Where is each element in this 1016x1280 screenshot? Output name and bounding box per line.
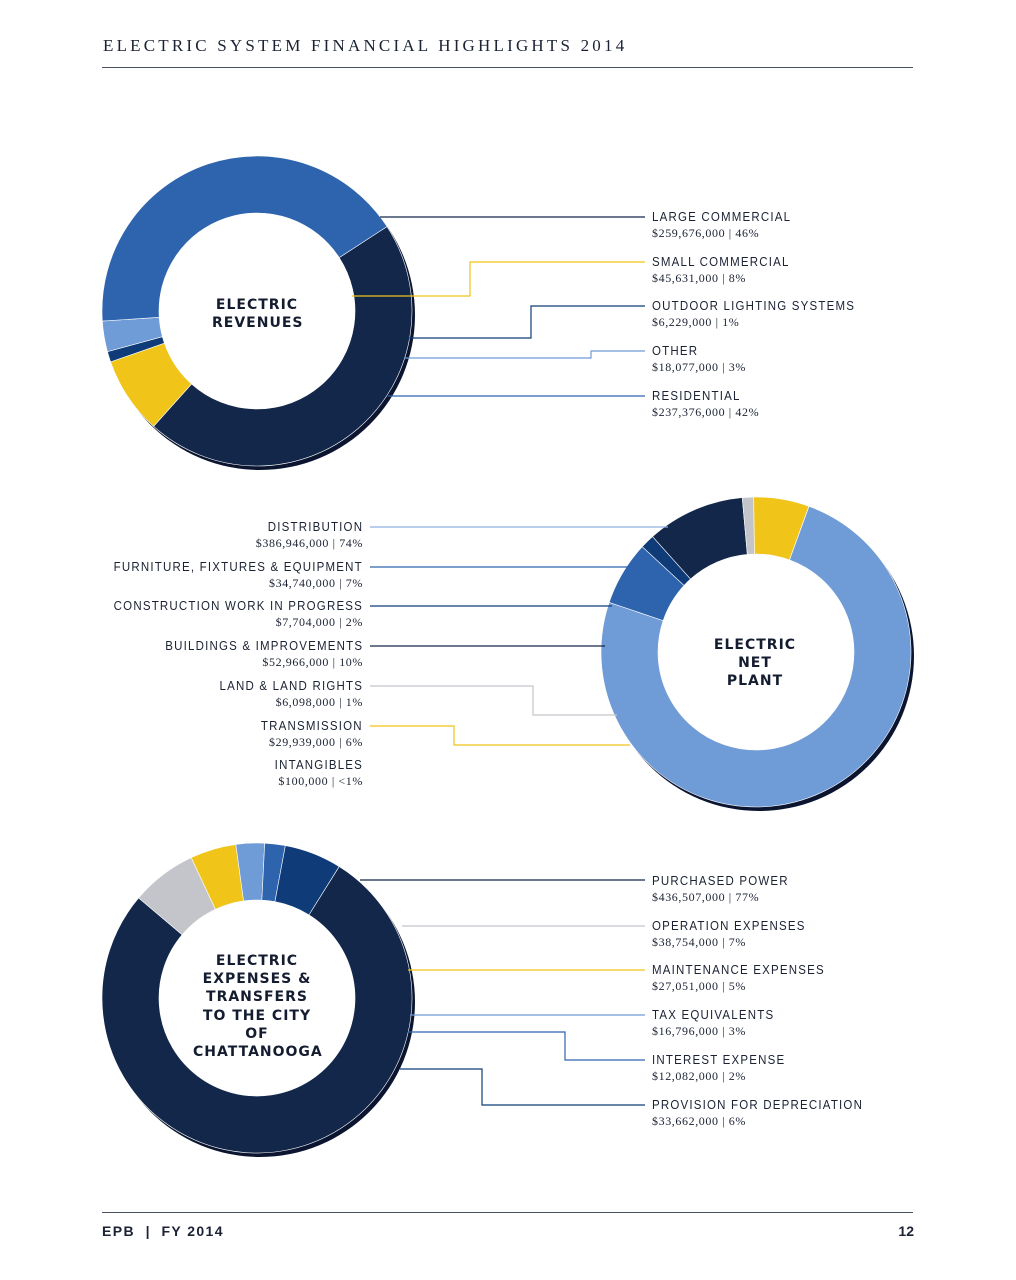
legend-name: PROVISION FOR DEPRECIATION — [652, 1098, 864, 1112]
revenues-title-text: ELECTRIC REVENUES — [212, 297, 304, 332]
slice-residential — [101, 155, 388, 322]
legend-name: TRANSMISSION — [261, 719, 363, 733]
legend-outdoor-lighting: OUTDOOR LIGHTING SYSTEMS $6,229,000 | 1% — [652, 300, 873, 328]
legend-value: $6,229,000 | 1% — [652, 314, 740, 329]
legend-name: DISTRIBUTION — [267, 520, 363, 534]
legend-tax-equivalents: TAX EQUIVALENTS $16,796,000 | 3% — [652, 1009, 785, 1037]
legend-name: INTANGIBLES — [274, 758, 363, 772]
legend-name: INTEREST EXPENSE — [652, 1053, 786, 1067]
legend-intangibles: INTANGIBLES $100,000 | <1% — [267, 759, 363, 787]
net-plant-title-text: ELECTRIC NET PLANT — [713, 637, 797, 690]
legend-value: $29,939,000 | 6% — [269, 734, 363, 749]
net-plant-donut — [600, 496, 914, 811]
legend-value: $386,946,000 | 74% — [255, 535, 363, 550]
slice-large-commercial — [153, 226, 413, 467]
leader-line — [408, 305, 645, 339]
legend-transmission: TRANSMISSION $29,939,000 | 6% — [252, 720, 363, 748]
legend-operation-expenses: OPERATION EXPENSES $38,754,000 | 7% — [652, 920, 819, 948]
legend-name: FURNITURE, FIXTURES & EQUIPMENT — [113, 560, 363, 574]
leader-line — [404, 350, 645, 359]
legend-name: OPERATION EXPENSES — [652, 919, 806, 933]
legend-value: $18,077,000 | 3% — [652, 359, 746, 374]
legend-value: $436,507,000 | 77% — [652, 889, 760, 904]
legend-land: LAND & LAND RIGHTS $6,098,000 | 1% — [207, 680, 363, 708]
legend-value: $34,740,000 | 7% — [269, 575, 363, 590]
legend-name: SMALL COMMERCIAL — [652, 255, 790, 269]
leader-lines — [352, 216, 668, 1106]
footer-divider — [102, 1212, 913, 1213]
net-plant-center-title: ELECTRIC NET PLANT — [685, 636, 825, 691]
revenues-donut — [101, 155, 415, 470]
page-number: 12 — [898, 1223, 914, 1239]
page-title: ELECTRIC SYSTEM FINANCIAL HIGHLIGHTS 201… — [103, 36, 628, 55]
legend-value: $7,704,000 | 2% — [275, 614, 363, 629]
legend-large-commercial: LARGE COMMERCIAL $259,676,000 | 46% — [652, 211, 803, 239]
legend-other: OTHER $18,077,000 | 3% — [652, 345, 746, 373]
legend-value: $259,676,000 | 46% — [652, 225, 760, 240]
legend-maintenance-expenses: MAINTENANCE EXPENSES $27,051,000 | 5% — [652, 964, 840, 992]
expenses-center-title: ELECTRIC EXPENSES & TRANSFERS TO THE CIT… — [187, 952, 327, 1061]
legend-value: $52,966,000 | 10% — [262, 654, 363, 669]
legend-name: LAND & LAND RIGHTS — [219, 679, 363, 693]
legend-name: TAX EQUIVALENTS — [652, 1008, 775, 1022]
legend-construction: CONSTRUCTION WORK IN PROGRESS $7,704,000… — [92, 600, 363, 628]
legend-purchased-power: PURCHASED POWER $436,507,000 | 77% — [652, 875, 801, 903]
legend-name: OTHER — [652, 344, 699, 358]
leader-line — [370, 725, 630, 746]
revenues-hole — [159, 213, 355, 409]
legend-name: OUTDOOR LIGHTING SYSTEMS — [652, 299, 856, 313]
legend-name: CONSTRUCTION WORK IN PROGRESS — [113, 599, 363, 613]
legend-value: $12,082,000 | 2% — [652, 1068, 746, 1083]
expenses-donut — [101, 842, 415, 1157]
legend-name: BUILDINGS & IMPROVEMENTS — [164, 639, 363, 653]
leader-line — [370, 685, 617, 716]
legend-residential: RESIDENTIAL $237,376,000 | 42% — [652, 390, 759, 418]
legend-value: $6,098,000 | 1% — [275, 694, 363, 709]
legend-value: $16,796,000 | 3% — [652, 1023, 746, 1038]
footer-label: EPB | FY 2014 — [102, 1223, 224, 1239]
legend-name: RESIDENTIAL — [652, 389, 741, 403]
expenses-hole — [159, 900, 355, 1096]
legend-value: $237,376,000 | 42% — [652, 404, 760, 419]
net-plant-hole — [658, 554, 854, 750]
legend-interest-expense: INTEREST EXPENSE $12,082,000 | 2% — [652, 1054, 797, 1082]
legend-depreciation: PROVISION FOR DEPRECIATION $33,662,000 |… — [652, 1099, 881, 1127]
legend-value: $27,051,000 | 5% — [652, 978, 746, 993]
legend-name: LARGE COMMERCIAL — [652, 210, 792, 224]
leader-line — [352, 261, 645, 297]
revenues-center-title: ELECTRIC REVENUES — [187, 296, 327, 332]
legend-buildings: BUILDINGS & IMPROVEMENTS $52,966,000 | 1… — [148, 640, 363, 668]
legend-name: MAINTENANCE EXPENSES — [652, 963, 825, 977]
header-divider — [102, 67, 913, 68]
legend-distribution: DISTRIBUTION $386,946,000 | 74% — [256, 521, 363, 549]
legend-furniture: FURNITURE, FIXTURES & EQUIPMENT $34,740,… — [92, 561, 363, 589]
expenses-title-text: ELECTRIC EXPENSES & TRANSFERS TO THE CIT… — [193, 953, 323, 1060]
legend-small-commercial: SMALL COMMERCIAL $45,631,000 | 8% — [652, 256, 802, 284]
legend-value: $45,631,000 | 8% — [652, 270, 746, 285]
legend-value: $38,754,000 | 7% — [652, 934, 746, 949]
leader-line — [408, 1031, 645, 1061]
legend-value: $100,000 | <1% — [278, 773, 363, 788]
leader-line — [400, 1068, 645, 1106]
legend-name: PURCHASED POWER — [652, 874, 789, 888]
legend-value: $33,662,000 | 6% — [652, 1113, 746, 1128]
